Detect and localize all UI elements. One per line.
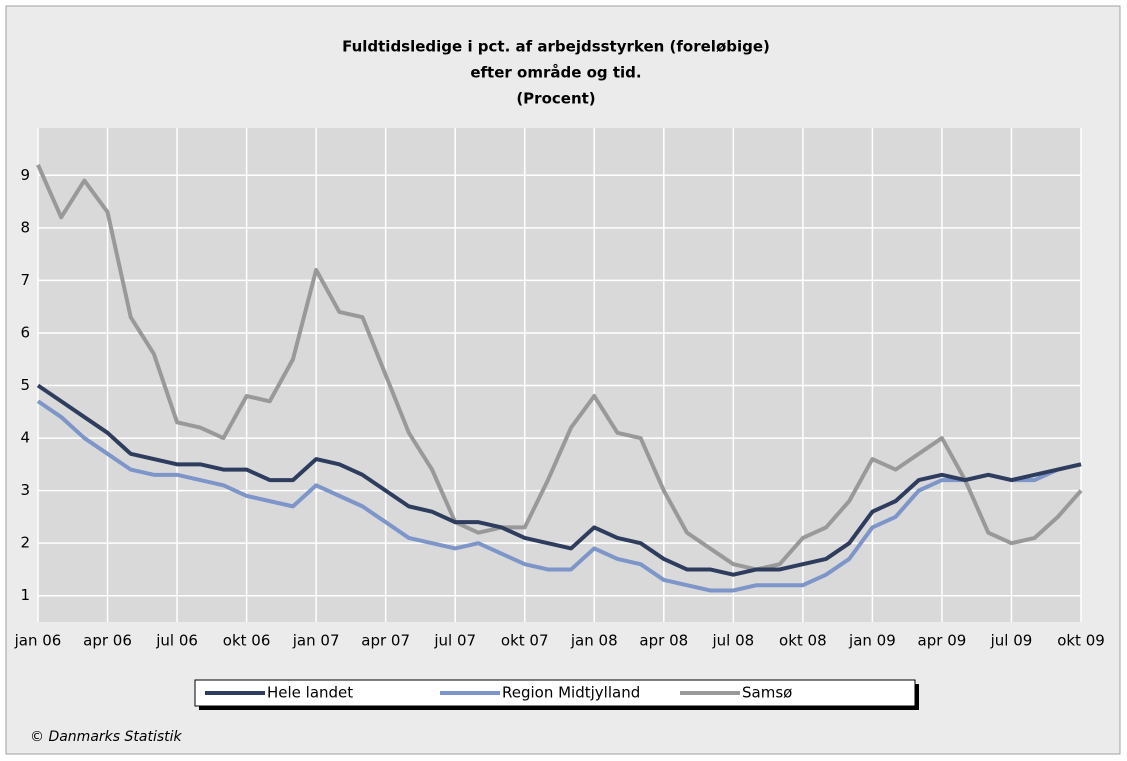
y-tick-label: 6 xyxy=(20,323,30,341)
line xyxy=(36,163,1083,572)
x-tick-label: jul 07 xyxy=(433,632,476,650)
legend-label: Hele landet xyxy=(267,684,353,702)
x-tick-label: jul 09 xyxy=(990,632,1033,650)
x-tick-label: okt 09 xyxy=(1057,632,1105,650)
y-tick-label: 3 xyxy=(20,481,30,499)
x-tick-label: okt 08 xyxy=(779,632,827,650)
line xyxy=(36,383,1082,577)
y-tick-label: 4 xyxy=(20,429,30,447)
x-tick-label: apr 07 xyxy=(361,632,410,650)
legend xyxy=(194,679,916,707)
chart-title: Fuldtidsledige i pct. af arbejdsstyrken … xyxy=(342,38,770,56)
x-tick-label: apr 08 xyxy=(639,632,688,650)
plot-area xyxy=(38,128,1081,622)
legend-label: Region Midtjylland xyxy=(502,684,640,702)
x-tick-label: jan 08 xyxy=(570,632,618,650)
y-tick-label: 1 xyxy=(20,586,30,604)
legend-label: Samsø xyxy=(742,684,792,702)
x-tick-label: okt 06 xyxy=(223,632,271,650)
footer: © Danmarks Statistik xyxy=(30,729,183,745)
x-tick-label: jul 06 xyxy=(155,632,198,650)
x-tick-label: jul 08 xyxy=(711,632,754,650)
x-tick-label: okt 07 xyxy=(501,632,549,650)
x-tick-label: apr 06 xyxy=(83,632,132,650)
y-tick-label: 8 xyxy=(20,218,30,236)
y-tick-label: 5 xyxy=(20,376,30,394)
x-tick-label: jan 09 xyxy=(848,632,896,650)
chart-title: (Procent) xyxy=(516,90,595,108)
chart-title: efter område og tid. xyxy=(470,64,641,82)
x-tick-label: jan 06 xyxy=(14,632,62,650)
x-tick-label: apr 09 xyxy=(918,632,967,650)
y-tick-label: 7 xyxy=(20,271,30,289)
y-tick-label: 2 xyxy=(20,534,30,552)
line xyxy=(36,399,1082,593)
x-tick-label: jan 07 xyxy=(292,632,340,650)
y-tick-label: 9 xyxy=(20,166,30,184)
